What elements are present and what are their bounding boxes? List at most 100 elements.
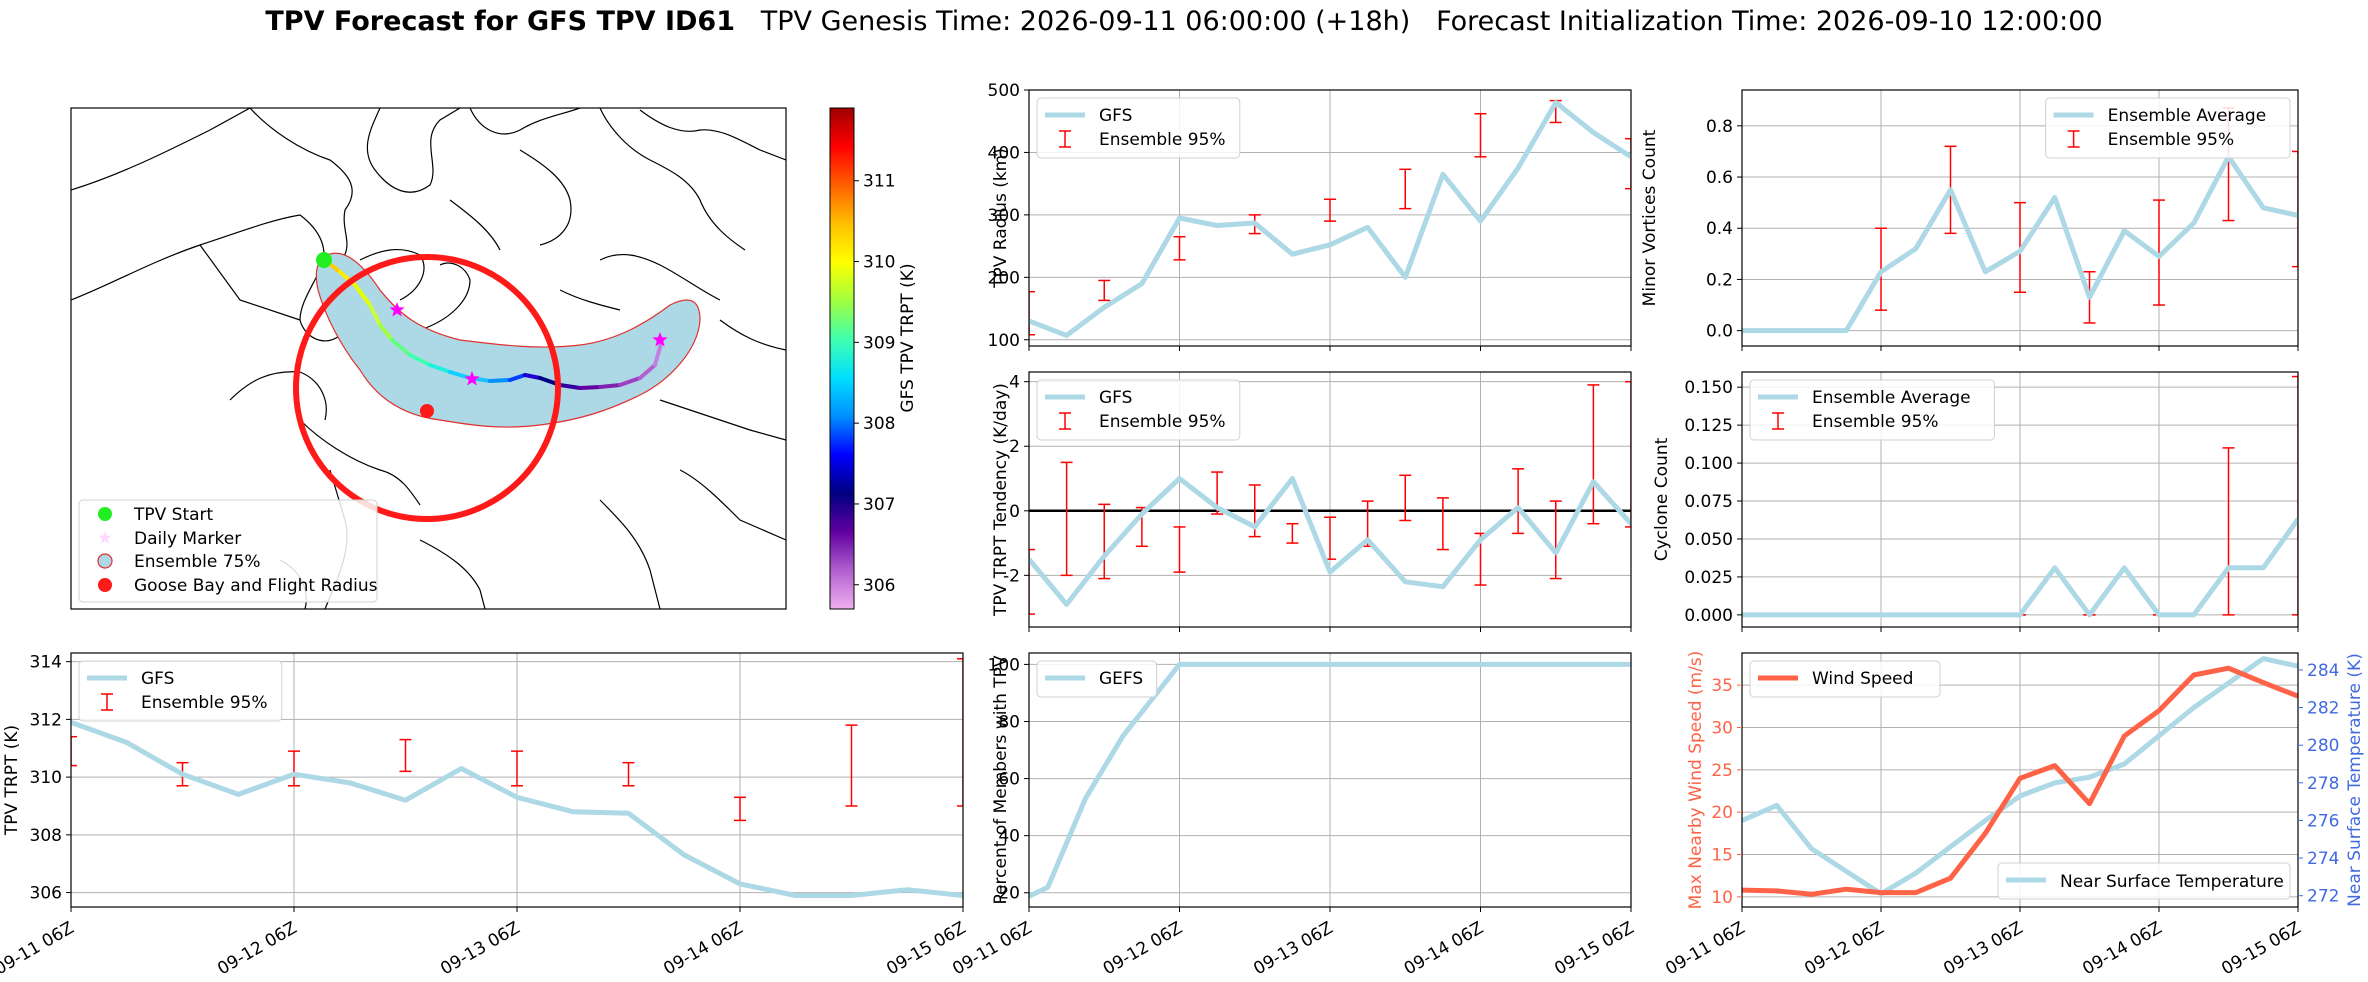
daily-marker <box>464 371 480 386</box>
y2-tick-label: 274 <box>2307 849 2339 869</box>
legend-box <box>1997 862 2291 900</box>
series-line-cyclone <box>1742 517 2298 618</box>
legend-percent: GEFS <box>1036 660 1158 698</box>
track-segment <box>368 303 382 327</box>
y-tick-label: 80 <box>998 712 1020 732</box>
y-tick-label: 35 <box>1711 676 1733 696</box>
legend-label: Ensemble 95% <box>141 693 268 713</box>
legend-minor: Ensemble Average Ensemble 95% <box>2045 97 2291 159</box>
panel-minor: 0.0 0.2 0.4 0.6 0.8 Minor Vortices Count Ensem… <box>1640 89 2299 351</box>
y-tick-label: 200 <box>988 268 1020 288</box>
y-tick-label: 500 <box>988 81 1020 101</box>
legend-label: Ensemble 95% <box>1812 412 1939 432</box>
y-tick-label: 0.050 <box>1684 530 1733 550</box>
y-tick-label: 312 <box>30 710 62 730</box>
init-time: Forecast Initialization Time: 2026-09-10… <box>1436 6 2103 37</box>
y-tick-label: 10 <box>1711 888 1733 908</box>
track-segment <box>638 363 657 380</box>
y2-tick-label: 278 <box>2307 774 2339 794</box>
temperature-line <box>1741 656 2299 897</box>
legend-label: Ensemble Average <box>2108 106 2267 126</box>
legend-label: Wind Speed <box>1812 669 1913 689</box>
x-tick-label: 09-12 06Z <box>1801 918 1887 979</box>
coastline <box>469 108 581 135</box>
legend-box <box>1749 379 1995 441</box>
coastline <box>419 539 486 609</box>
y-tick-label: 0 <box>1009 502 1020 522</box>
legend-radius: GFS Ensemble 95% <box>1036 97 1241 159</box>
series-line-tendency <box>1029 476 1631 607</box>
y-tick-label: 300 <box>988 206 1020 226</box>
y-tick-label: 4 <box>1009 373 1020 393</box>
map-colorbar: 306 307 308 309 310 311 GFS TPV TRPT (K) <box>829 107 918 610</box>
legend-label: Ensemble Average <box>1812 388 1971 408</box>
y-axis-label: TPV TRPT Tendency (K/day) <box>991 383 1011 617</box>
x-tick-label: 09-11 06Z <box>1662 918 1748 979</box>
colorbar-tick-label: 308 <box>863 414 895 434</box>
goose-bay-marker <box>420 404 434 418</box>
track-segment <box>378 323 394 342</box>
track-segment <box>508 373 527 382</box>
series-line-percent <box>1029 661 1631 899</box>
legend-wind: Wind Speed <box>1749 660 1941 698</box>
legend-tendency: GFS Ensemble 95% <box>1036 379 1241 441</box>
errorbars-trpt <box>71 658 963 822</box>
legend-trpt: GFS Ensemble 95% <box>78 660 283 722</box>
y-tick-label: 0.6 <box>1706 168 1733 188</box>
legend-label: Daily Marker <box>134 529 241 549</box>
series-line-radius <box>1029 100 1631 338</box>
legend-box <box>1036 379 1241 441</box>
y-tick-label: 0.025 <box>1684 568 1733 588</box>
colorbar-tick-label: 309 <box>863 333 895 353</box>
legend-box <box>78 499 378 603</box>
colorbar-bar <box>829 107 855 610</box>
legend-label: GEFS <box>1099 669 1143 689</box>
y-axis-label: Cyclone Count <box>1652 437 1672 561</box>
y-tick-label: 0.125 <box>1684 416 1733 436</box>
coastline <box>299 419 421 506</box>
legend-box <box>1749 660 1941 698</box>
legend-label: Ensemble 75% <box>134 552 261 572</box>
daily-marker <box>652 332 668 347</box>
coastline <box>419 262 471 331</box>
panel-wind-temp: 10 15 20 25 30 35 272 274 276 278 280 282 284 09-11 0… <box>1662 651 2365 980</box>
coastline <box>639 109 786 161</box>
legend-box <box>2045 97 2291 159</box>
track-segment <box>598 383 622 389</box>
y2-tick-label: 276 <box>2307 811 2339 831</box>
colorbar-tick-label: 306 <box>863 576 895 596</box>
legend-label: Goose Bay and Flight Radius <box>134 576 378 596</box>
x-tick-label: 09-15 06Z <box>2218 918 2304 979</box>
coastline <box>599 108 746 251</box>
y-tick-label: 0.4 <box>1706 219 1733 239</box>
y-tick-label: 40 <box>998 827 1020 847</box>
coastline <box>519 149 572 246</box>
legend-goose-bay-swatch <box>98 578 112 592</box>
coastline <box>71 108 251 191</box>
coastline <box>559 289 621 311</box>
figure-title-bold: TPV Forecast for GFS TPV ID61 <box>265 6 735 37</box>
y2-tick-label: 272 <box>2307 887 2339 907</box>
y-tick-label: 308 <box>30 826 62 846</box>
y-tick-label: 100 <box>988 331 1020 351</box>
y2-axis-label: Near Surface Temperature (K) <box>2345 653 2365 907</box>
coastline <box>449 199 501 251</box>
y2-tick-label: 280 <box>2307 736 2339 756</box>
coastline <box>199 244 301 321</box>
track-segment <box>618 376 642 387</box>
legend-label: GFS <box>1099 388 1132 408</box>
wind-speed-line <box>1741 665 2299 897</box>
legend-label: TPV Start <box>133 505 214 525</box>
y-tick-label: 25 <box>1711 761 1733 781</box>
ensemble-75-envelope <box>315 252 701 428</box>
genesis-time: TPV Genesis Time: 2026-09-11 06:00:00 (+… <box>760 6 1411 37</box>
track-segment <box>408 353 432 367</box>
legend-ensemble-swatch <box>97 553 113 569</box>
y2-tick-label: 282 <box>2307 699 2339 719</box>
panel-cyclone: 0.000 0.025 0.050 0.075 0.100 0.125 0.150 Cyclo… <box>1652 371 2299 632</box>
legend-temperature: Near Surface Temperature <box>1997 862 2291 900</box>
